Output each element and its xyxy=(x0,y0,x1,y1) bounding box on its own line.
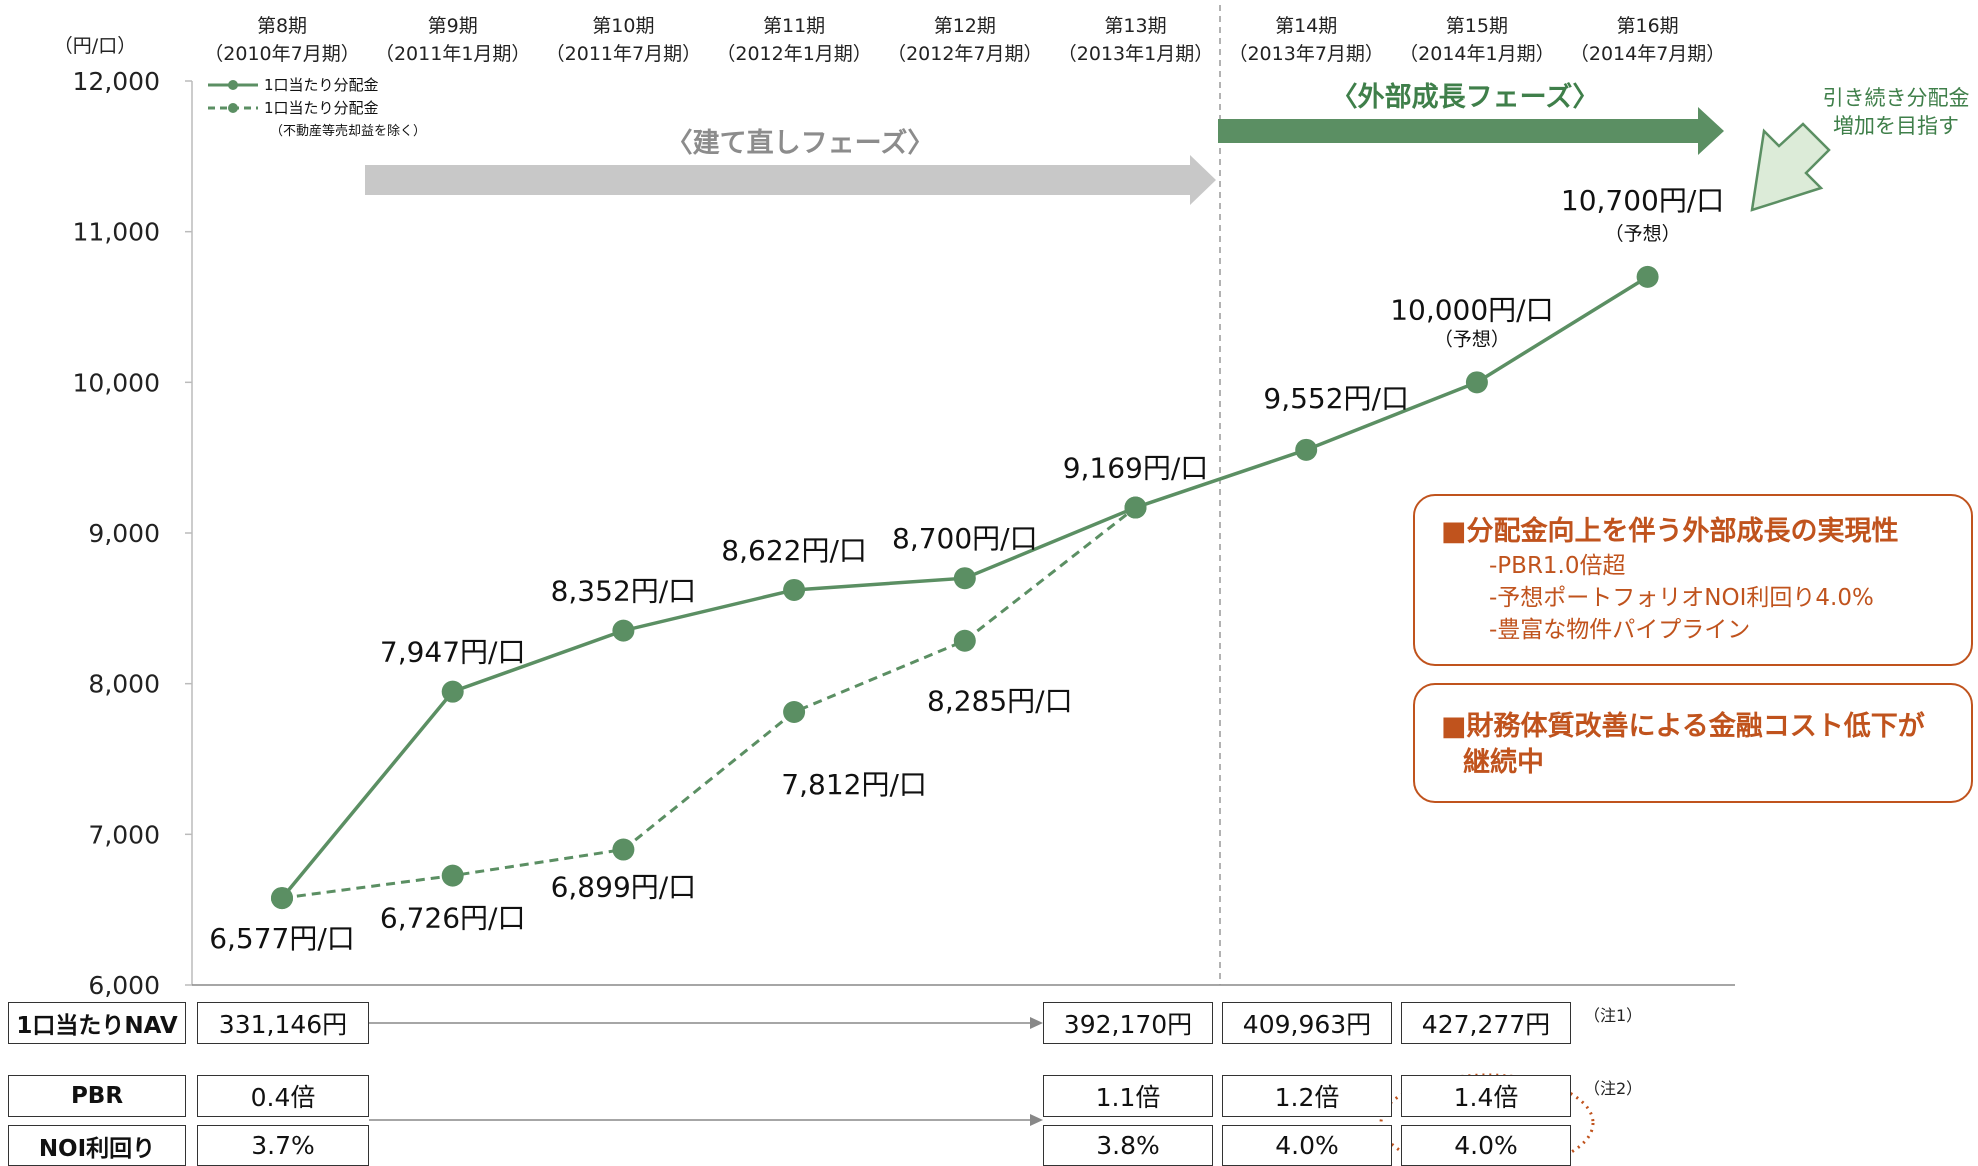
data-label-solid: 8,622円/口 xyxy=(721,534,867,567)
data-label-solid: 9,169円/口 xyxy=(1063,452,1209,485)
legend-dashed-note: （不動産等売却益を除く） xyxy=(270,123,426,139)
y-tick-label: 10,000 xyxy=(73,368,160,397)
data-label-dashed: 7,812円/口 xyxy=(781,768,927,801)
callout1-item: -豊富な物件パイプライン xyxy=(1489,617,1751,643)
period-name: 第15期 xyxy=(1446,15,1508,37)
period-name: 第16期 xyxy=(1617,15,1679,37)
y-axis-unit: （円/口） xyxy=(54,35,136,57)
period-name: 第11期 xyxy=(763,15,825,37)
highlight-ellipse xyxy=(1379,1073,1595,1166)
period-date: （2012年1月期） xyxy=(716,43,871,65)
period-date: （2013年1月期） xyxy=(1058,43,1213,65)
period-date: （2010年7月期） xyxy=(204,43,359,65)
data-note: （予想） xyxy=(1434,328,1510,350)
data-point-dashed xyxy=(441,864,464,887)
rebuild-phase-label: 〈建て直しフェーズ〉 xyxy=(666,127,935,159)
series-dashed-line xyxy=(281,506,1137,900)
data-points xyxy=(271,265,1659,910)
legend-solid-label: 1口当たり分配金 xyxy=(264,76,379,94)
y-tick-label: 12,000 xyxy=(73,67,160,96)
period-date: （2014年1月期） xyxy=(1399,43,1554,65)
data-point-solid xyxy=(271,887,293,910)
noi-cell: 3.7% xyxy=(197,1125,369,1166)
y-axis-ticks: 12,000 11,000 10,000 9,000 8,000 7,000 6,000 xyxy=(73,67,192,1000)
noi-cell: 3.8% xyxy=(1043,1125,1213,1166)
goal-arrow-icon xyxy=(1750,122,1831,212)
data-point-solid xyxy=(783,578,806,601)
growth-phase-arrow xyxy=(1218,107,1724,155)
data-note: （予想） xyxy=(1605,223,1681,245)
data-label-solid: 8,700円/口 xyxy=(892,522,1038,555)
callout2-line1: ■財務体質改善による金融コスト低下が xyxy=(1441,711,1925,742)
data-point-solid xyxy=(953,567,976,590)
period-name: 第9期 xyxy=(428,15,478,37)
y-tick-label: 6,000 xyxy=(88,971,160,1000)
data-point-solid xyxy=(1295,438,1318,461)
data-point-dashed xyxy=(783,700,806,723)
goal-label-line1: 引き続き分配金 xyxy=(1823,86,1970,110)
pbr-cell: 0.4倍 xyxy=(197,1075,369,1117)
pbr-cell: 1.2倍 xyxy=(1222,1075,1392,1117)
data-label-solid: 10,700円/口 xyxy=(1561,184,1724,217)
data-point-solid xyxy=(1124,496,1147,519)
pbr-row-header: PBR xyxy=(8,1075,186,1117)
nav-cell: 392,170円 xyxy=(1043,1002,1213,1044)
data-label-solid: 6,577円/口 xyxy=(209,922,355,955)
data-label-dashed: 6,899円/口 xyxy=(551,871,697,904)
noi-row-header: NOI利回り xyxy=(8,1125,186,1166)
period-date: （2012年7月期） xyxy=(887,43,1042,65)
period-date: （2013年7月期） xyxy=(1228,43,1383,65)
data-point-solid xyxy=(612,619,635,642)
period-name: 第8期 xyxy=(257,15,307,37)
callout1-title: ■分配金向上を伴う外部成長の実現性 xyxy=(1441,516,1899,547)
data-label-solid: 10,000円/口 xyxy=(1390,293,1553,326)
nav-cell: 427,277円 xyxy=(1401,1002,1571,1044)
callout1-item: -予想ポートフォリオNOI利回り4.0% xyxy=(1489,585,1874,611)
pbr-cell: 1.1倍 xyxy=(1043,1075,1213,1117)
data-label-dashed: 8,285円/口 xyxy=(927,685,1073,718)
data-label-solid: 7,947円/口 xyxy=(380,636,526,669)
nav-row-header: 1口当たりNAV xyxy=(8,1002,186,1044)
period-name: 第14期 xyxy=(1275,15,1337,37)
nav-cell: 409,963円 xyxy=(1222,1002,1392,1044)
data-point-dashed xyxy=(953,629,976,652)
data-point-solid xyxy=(1465,371,1488,394)
noi-cell: 4.0% xyxy=(1222,1125,1392,1166)
legend: 1口当たり分配金 1口当たり分配金 （不動産等売却益を除く） xyxy=(208,76,426,139)
noi-cell: 4.0% xyxy=(1401,1125,1571,1166)
period-name: 第10期 xyxy=(592,15,654,37)
y-tick-label: 7,000 xyxy=(88,820,160,849)
y-tick-label: 11,000 xyxy=(73,218,160,247)
period-date: （2011年1月期） xyxy=(375,43,530,65)
data-label-solid: 8,352円/口 xyxy=(551,575,697,608)
nav-cell: 331,146円 xyxy=(197,1002,369,1044)
growth-phase-label: 〈外部成長フェーズ〉 xyxy=(1331,81,1600,113)
data-label-solid: 9,552円/口 xyxy=(1263,382,1409,415)
period-date: （2011年7月期） xyxy=(546,43,701,65)
goal-label-line2: 増加を目指す xyxy=(1833,114,1959,138)
y-tick-label: 8,000 xyxy=(88,670,160,699)
data-point-solid xyxy=(1636,265,1659,288)
period-name: 第12期 xyxy=(934,15,996,37)
note-2: （注2） xyxy=(1584,1079,1643,1098)
callout2-line2: 継続中 xyxy=(1463,747,1544,778)
rebuild-phase-arrow xyxy=(365,155,1216,205)
legend-dashed-label: 1口当たり分配金 xyxy=(264,99,379,117)
callout-external-growth: ■分配金向上を伴う外部成長の実現性 -PBR1.0倍超 -予想ポートフォリオNO… xyxy=(1413,494,1973,666)
callout1-item: -PBR1.0倍超 xyxy=(1489,553,1626,579)
pbr-cell: 1.4倍 xyxy=(1401,1075,1571,1117)
y-tick-label: 9,000 xyxy=(88,519,160,548)
data-label-dashed: 6,726円/口 xyxy=(380,902,526,935)
period-name: 第13期 xyxy=(1104,15,1166,37)
data-point-dashed xyxy=(612,838,635,861)
note-1: （注1） xyxy=(1584,1006,1643,1025)
callout-finance: ■財務体質改善による金融コスト低下が 継続中 xyxy=(1413,683,1973,803)
data-labels: 6,577円/口 7,947円/口 8,352円/口 8,622円/口 8,700円/口… xyxy=(209,184,1724,955)
period-headers: 第8期 （2010年7月期） 第9期 （2011年1月期） 第10期 （2011年7月期）… xyxy=(204,15,1725,65)
period-date: （2014年7月期） xyxy=(1570,43,1725,65)
data-point-solid xyxy=(441,680,464,703)
